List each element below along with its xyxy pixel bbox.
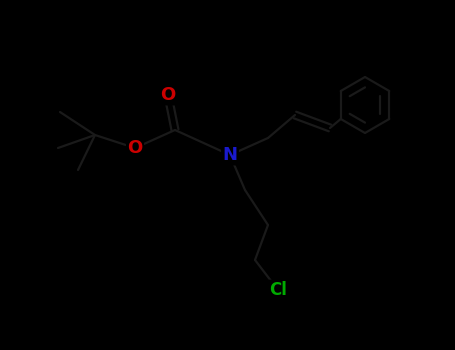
Text: Cl: Cl	[269, 281, 287, 299]
Text: O: O	[127, 139, 142, 157]
Text: O: O	[160, 86, 176, 104]
Text: N: N	[222, 146, 238, 164]
